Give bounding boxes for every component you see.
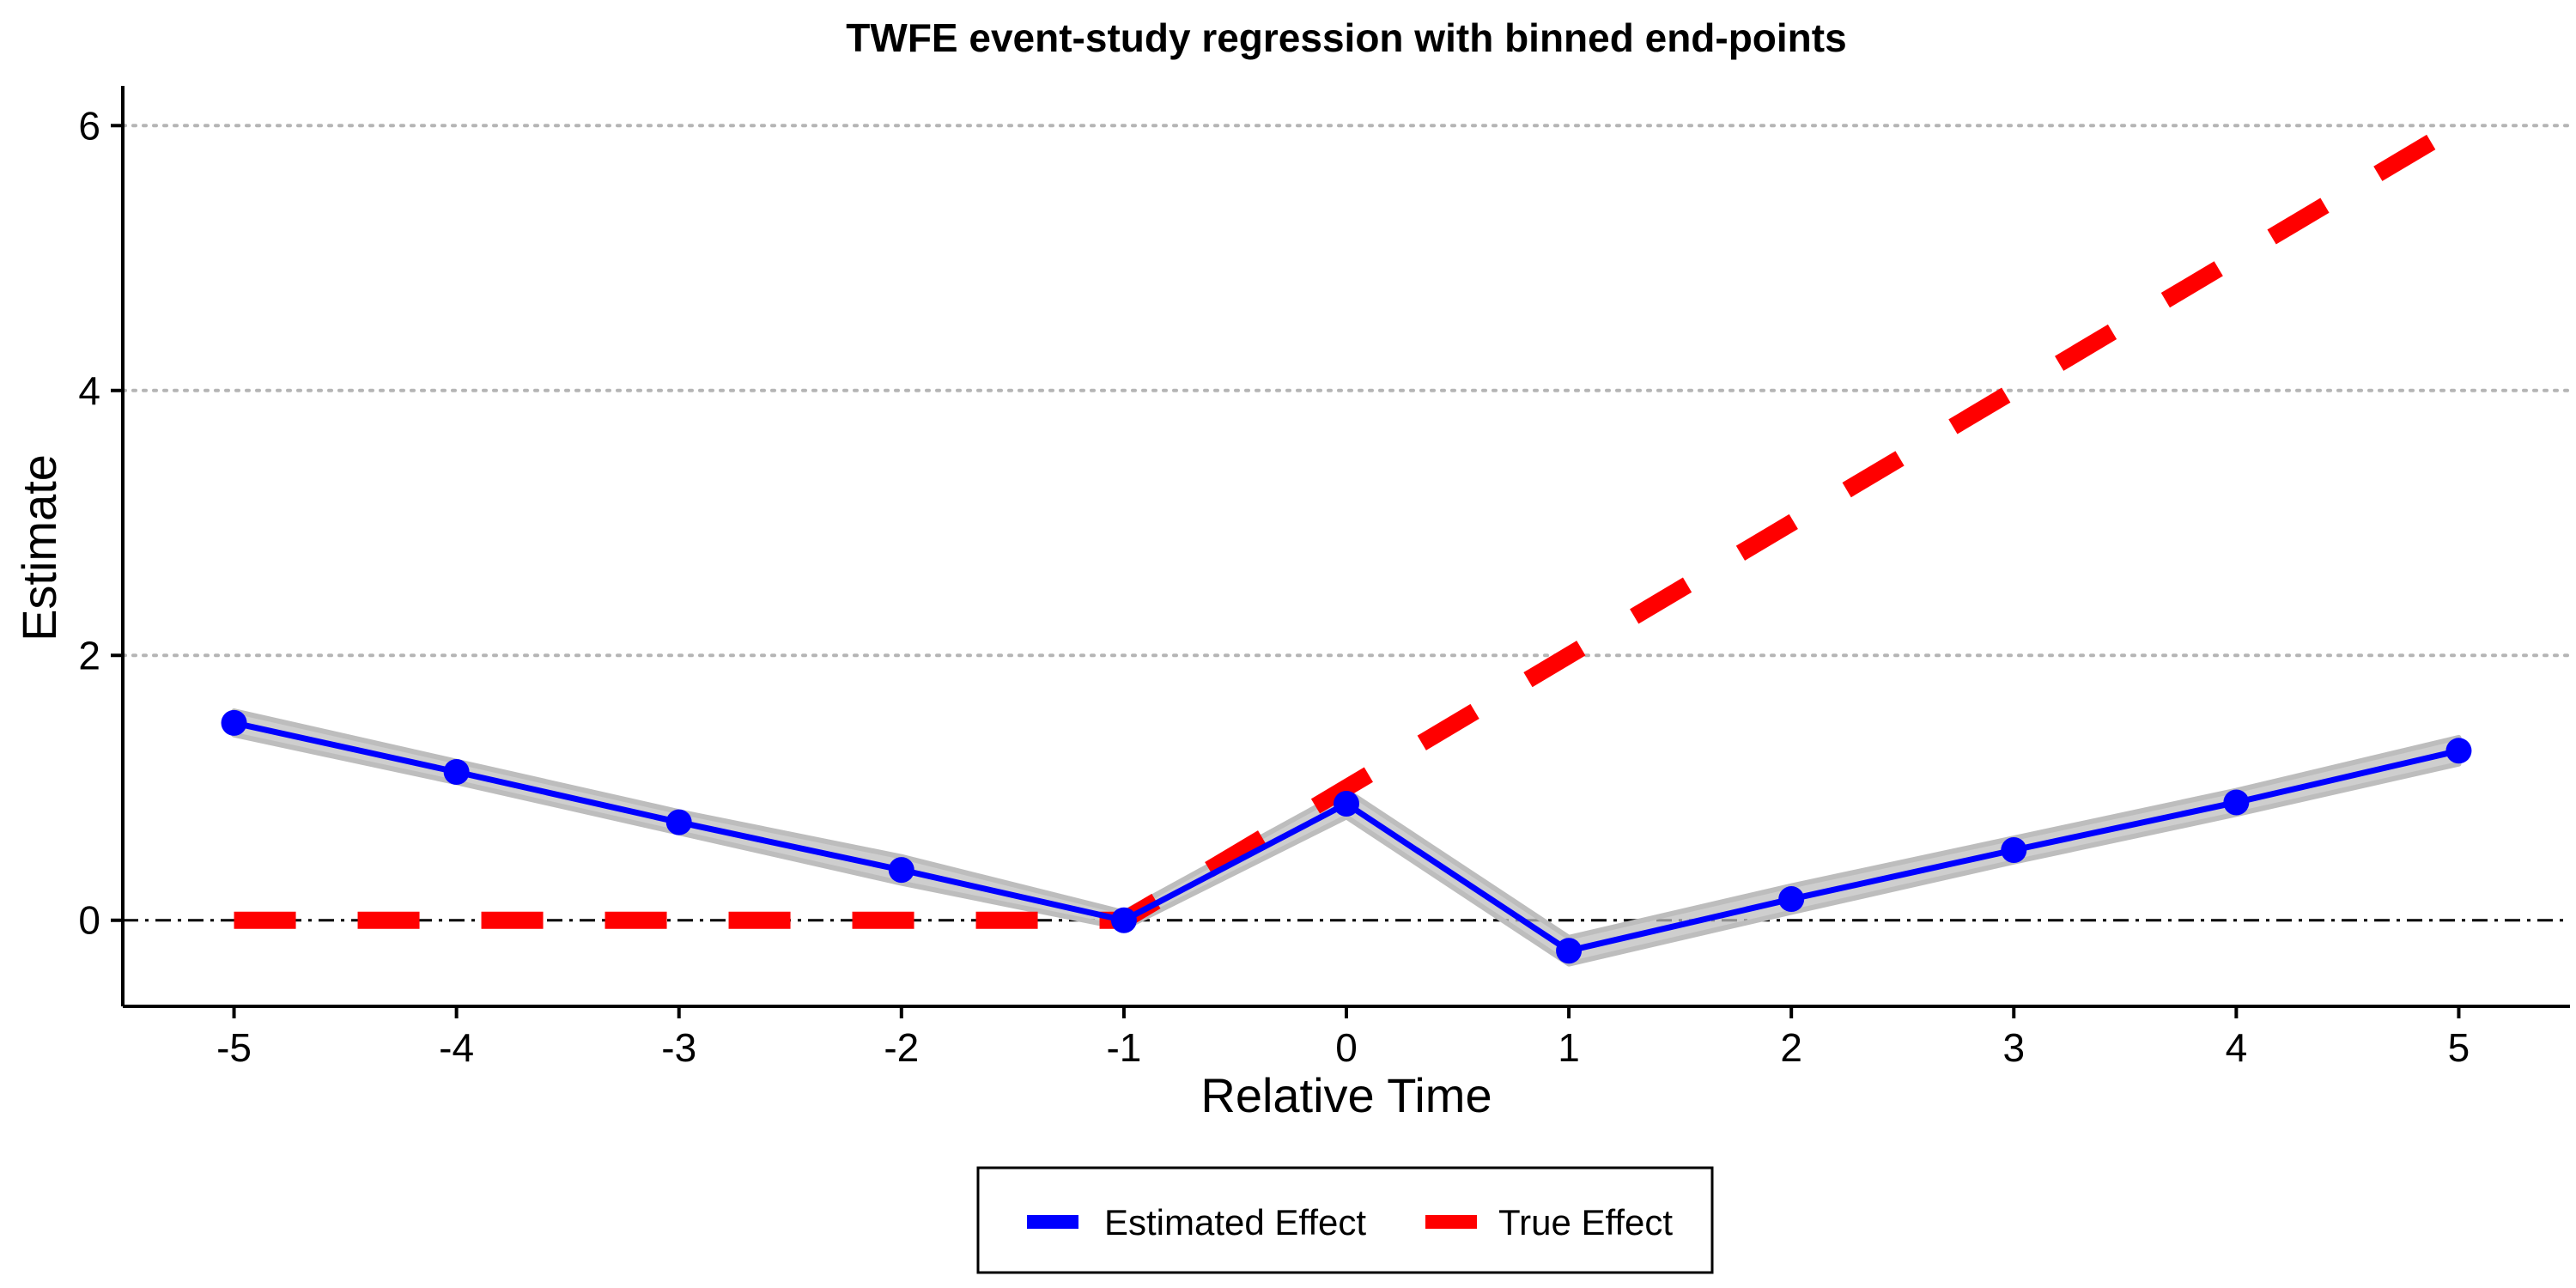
estimated-effect-point — [2223, 789, 2250, 816]
confidence-band — [231, 708, 2462, 967]
x-tick-label: 1 — [1558, 1025, 1580, 1070]
gridlines — [121, 124, 2572, 658]
estimated-effect-point — [888, 857, 914, 884]
legend-label-true: True Effect — [1498, 1202, 1673, 1242]
legend: Estimated Effect True Effect — [976, 1166, 1714, 1274]
true-effect-line — [234, 118, 2464, 929]
y-tick-label: 4 — [78, 368, 100, 413]
x-tick-label: -1 — [1106, 1025, 1141, 1070]
x-tick-label: 3 — [2002, 1025, 2025, 1070]
estimated-effect-point — [221, 709, 247, 736]
legend-label-estimated: Estimated Effect — [1104, 1202, 1366, 1242]
x-tick-label: -3 — [661, 1025, 696, 1070]
true-effect-series — [234, 118, 2464, 929]
y-axis-ticks: 0 2 4 6 — [78, 103, 123, 943]
estimated-effect-point — [665, 809, 692, 835]
estimated-effect-point — [1778, 886, 1805, 913]
x-tick-label: 0 — [1335, 1025, 1358, 1070]
y-tick-label: 0 — [78, 898, 100, 943]
y-tick-label: 6 — [78, 103, 100, 148]
x-axis-title: Relative Time — [1200, 1068, 1492, 1122]
x-tick-label: 5 — [2448, 1025, 2470, 1070]
estimated-effect-point — [443, 758, 470, 785]
estimated-effect-point — [1110, 907, 1137, 933]
x-tick-label: -4 — [439, 1025, 474, 1070]
chart-title: TWFE event-study regression with binned … — [846, 15, 1846, 60]
confidence-band-area — [231, 708, 2462, 967]
estimated-effect-point — [2001, 836, 2027, 863]
estimated-effect-series — [221, 709, 2472, 964]
x-tick-label: -5 — [216, 1025, 252, 1070]
y-axis-title: Estimate — [12, 454, 66, 641]
estimated-effect-point — [1556, 938, 1583, 964]
x-tick-label: 4 — [2226, 1025, 2248, 1070]
y-tick-label: 2 — [78, 633, 100, 677]
x-tick-label: -2 — [884, 1025, 919, 1070]
estimated-effect-point — [2445, 738, 2472, 764]
estimated-effect-point — [1334, 791, 1359, 817]
x-axis-ticks: -5 -4 -3 -2 -1 0 1 2 3 4 5 — [216, 1006, 2470, 1070]
x-tick-label: 2 — [1780, 1025, 1802, 1070]
legend-box — [976, 1166, 1714, 1274]
